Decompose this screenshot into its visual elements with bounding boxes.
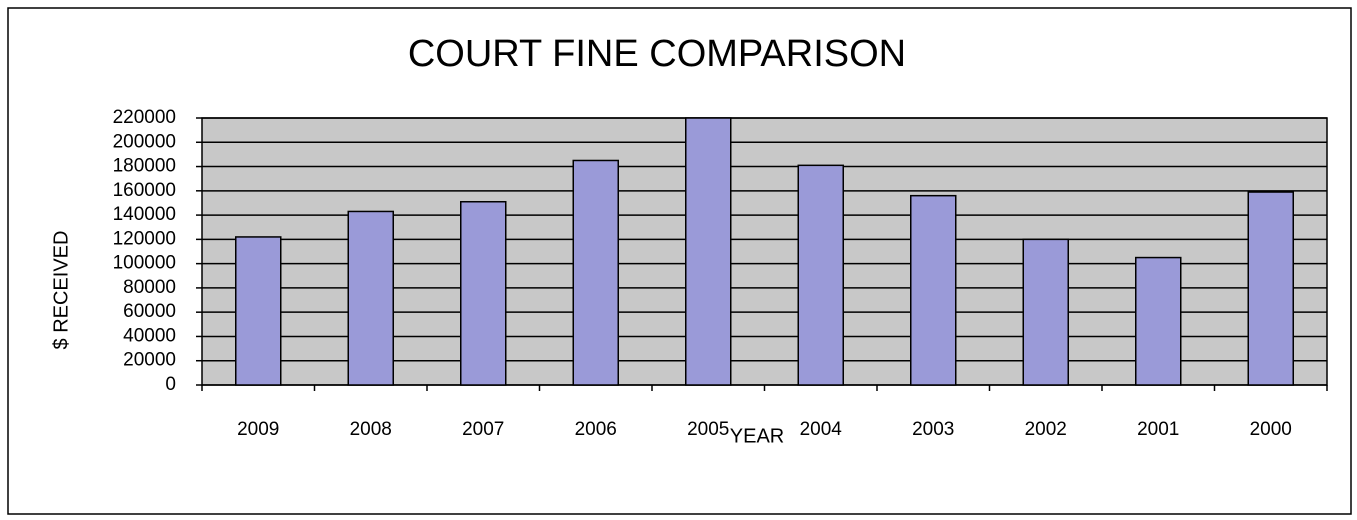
x-tick-label: 2009 xyxy=(237,419,279,440)
bar xyxy=(347,210,394,386)
y-tick-label: 120000 xyxy=(113,228,176,249)
x-tick-label: 2004 xyxy=(800,419,843,440)
x-tick-label: 2005 xyxy=(687,419,729,440)
y-tick-label: 160000 xyxy=(113,180,176,201)
x-axis-title: YEAR xyxy=(730,425,784,447)
bar xyxy=(1247,191,1294,386)
y-tick-label: 0 xyxy=(165,374,176,395)
bar xyxy=(910,194,957,386)
bar xyxy=(460,200,507,386)
y-axis-title: $ RECEIVED xyxy=(50,231,72,350)
bar xyxy=(572,159,619,386)
y-tick-label: 140000 xyxy=(113,204,176,225)
x-tick-label: 2000 xyxy=(1250,419,1292,440)
y-tick-label: 40000 xyxy=(123,325,176,346)
bar xyxy=(797,164,844,386)
y-tick-label: 220000 xyxy=(113,107,176,128)
y-tick-label: 60000 xyxy=(123,301,176,322)
chart-title: COURT FINE COMPARISON xyxy=(408,33,906,75)
y-tick-label: 200000 xyxy=(113,131,176,152)
y-tick-label: 80000 xyxy=(123,277,176,298)
x-tick-label: 2003 xyxy=(912,419,954,440)
bar xyxy=(1022,238,1069,386)
x-tick-label: 2008 xyxy=(350,419,392,440)
bar xyxy=(1135,256,1182,386)
x-tick-label: 2002 xyxy=(1025,419,1067,440)
bar xyxy=(685,117,732,386)
x-tick-label: 2006 xyxy=(575,419,617,440)
y-tick-label: 180000 xyxy=(113,156,176,177)
y-tick-label: 20000 xyxy=(123,350,176,371)
x-tick-label: 2007 xyxy=(462,419,504,440)
y-tick-label: 100000 xyxy=(113,253,176,274)
bar xyxy=(235,236,282,386)
x-tick-label: 2001 xyxy=(1137,419,1179,440)
